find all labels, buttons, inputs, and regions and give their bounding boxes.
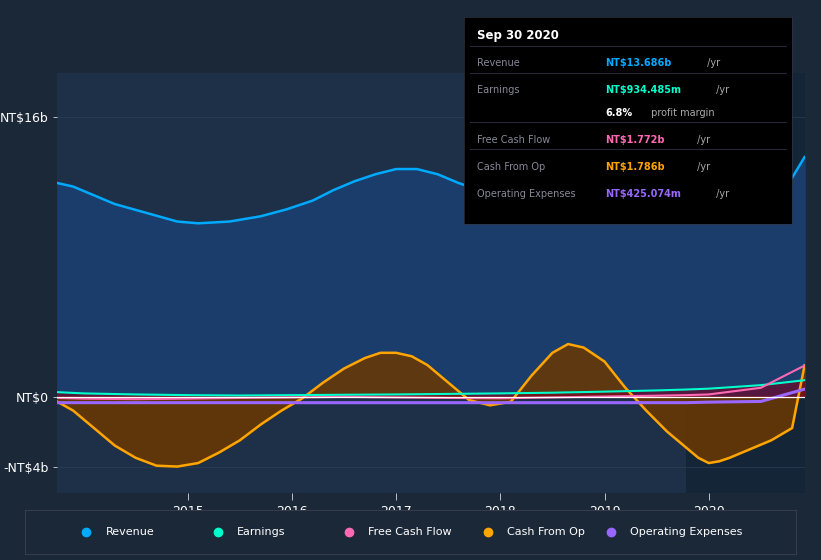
Text: Cash From Op: Cash From Op bbox=[507, 527, 585, 537]
Text: NT$13.686b: NT$13.686b bbox=[605, 58, 672, 68]
Bar bbox=[686, 73, 805, 493]
Text: profit margin: profit margin bbox=[649, 108, 715, 118]
Text: Revenue: Revenue bbox=[106, 527, 154, 537]
Text: /yr: /yr bbox=[713, 85, 729, 95]
Text: Free Cash Flow: Free Cash Flow bbox=[368, 527, 452, 537]
Text: /yr: /yr bbox=[695, 162, 710, 172]
Text: Revenue: Revenue bbox=[477, 58, 520, 68]
Text: NT$1.786b: NT$1.786b bbox=[605, 162, 665, 172]
Text: /yr: /yr bbox=[713, 189, 729, 199]
Text: 6.8%: 6.8% bbox=[605, 108, 632, 118]
Text: NT$425.074m: NT$425.074m bbox=[605, 189, 681, 199]
Text: Operating Expenses: Operating Expenses bbox=[631, 527, 743, 537]
Text: Cash From Op: Cash From Op bbox=[477, 162, 545, 172]
Text: /yr: /yr bbox=[704, 58, 720, 68]
Text: Sep 30 2020: Sep 30 2020 bbox=[477, 29, 559, 42]
Text: NT$1.772b: NT$1.772b bbox=[605, 135, 664, 145]
Text: /yr: /yr bbox=[695, 135, 710, 145]
Text: Earnings: Earnings bbox=[237, 527, 286, 537]
Text: Free Cash Flow: Free Cash Flow bbox=[477, 135, 550, 145]
Text: Earnings: Earnings bbox=[477, 85, 520, 95]
Text: Operating Expenses: Operating Expenses bbox=[477, 189, 576, 199]
Text: NT$934.485m: NT$934.485m bbox=[605, 85, 681, 95]
